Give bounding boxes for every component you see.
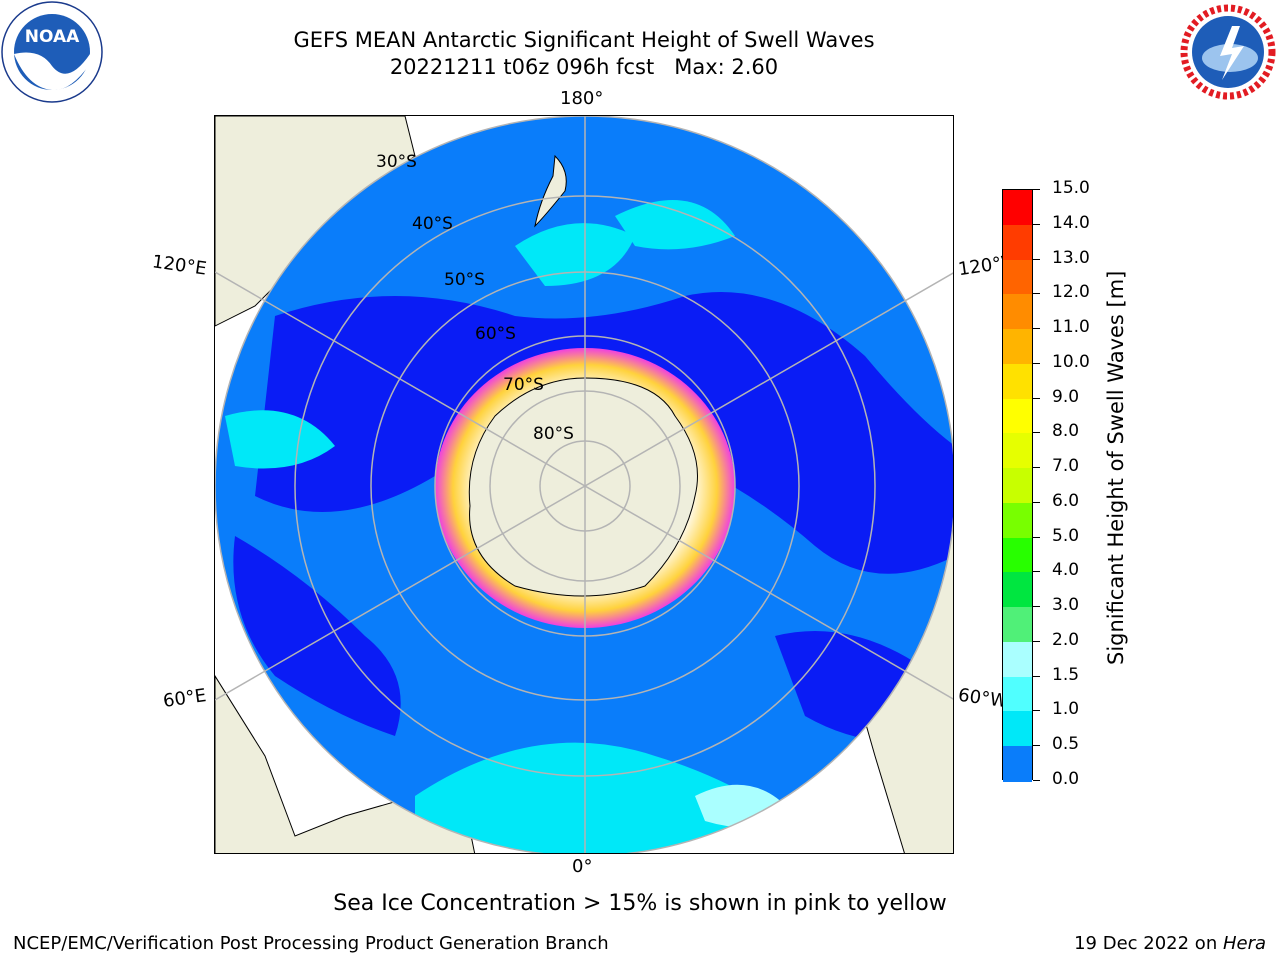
colorbar-tick: [1033, 467, 1040, 468]
lon-label-180: 180°: [560, 88, 603, 109]
colorbar-tick: [1033, 259, 1040, 260]
colorbar-tick: [1033, 398, 1040, 399]
colorbar-segment: [1003, 433, 1032, 468]
colorbar-tick-label: 15.0: [1052, 178, 1090, 198]
colorbar-segment: [1003, 260, 1032, 295]
colorbar-tick: [1033, 780, 1040, 781]
colorbar-tick-label: 9.0: [1052, 387, 1079, 407]
lon-label-60e: 60°E: [162, 685, 208, 712]
colorbar-tick: [1033, 502, 1040, 503]
colorbar-tick-label: 2.0: [1052, 630, 1079, 650]
footer-system: Hera: [1223, 933, 1266, 954]
colorbar-tick: [1033, 189, 1040, 190]
colorbar: [1002, 189, 1033, 780]
colorbar-segment: [1003, 746, 1032, 781]
colorbar-tick: [1033, 432, 1040, 433]
colorbar-segment: [1003, 190, 1032, 225]
colorbar-segment: [1003, 572, 1032, 607]
colorbar-segment: [1003, 294, 1032, 329]
colorbar-tick-label: 1.0: [1052, 699, 1079, 719]
colorbar-tick: [1033, 710, 1040, 711]
colorbar-tick: [1033, 676, 1040, 677]
footer-credit: NCEP/EMC/Verification Post Processing Pr…: [13, 933, 609, 954]
colorbar-tick: [1033, 745, 1040, 746]
colorbar-title: Significant Height of Swell Waves [m]: [1103, 305, 1129, 665]
lat-label-80s: 80°S: [533, 424, 574, 444]
polar-map: [214, 115, 954, 854]
colorbar-tick-label: 14.0: [1052, 213, 1090, 233]
colorbar-tick: [1033, 641, 1040, 642]
colorbar-tick-label: 1.5: [1052, 665, 1079, 685]
nws-logo-icon: [1176, 0, 1280, 104]
colorbar-segment: [1003, 399, 1032, 434]
footer-date: 19 Dec 2022 on Hera: [1074, 933, 1266, 954]
colorbar-tick: [1033, 363, 1040, 364]
colorbar-tick: [1033, 224, 1040, 225]
lat-label-50s: 50°S: [444, 270, 485, 290]
colorbar-segment: [1003, 503, 1032, 538]
colorbar-tick: [1033, 293, 1040, 294]
colorbar-segment: [1003, 364, 1032, 399]
lon-label-120e: 120°E: [151, 251, 208, 279]
lat-label-70s: 70°S: [503, 375, 544, 395]
noaa-logo-icon: NOAA: [0, 0, 104, 104]
colorbar-tick-label: 12.0: [1052, 282, 1090, 302]
lat-label-60s: 60°S: [475, 324, 516, 344]
chart-subtitle: 20221211 t06z 096h fcst Max: 2.60: [0, 55, 1168, 79]
colorbar-tick-label: 4.0: [1052, 560, 1079, 580]
lon-label-0: 0°: [572, 856, 592, 877]
colorbar-segment: [1003, 538, 1032, 573]
chart-title: GEFS MEAN Antarctic Significant Height o…: [0, 28, 1168, 52]
colorbar-segment: [1003, 607, 1032, 642]
colorbar-segment: [1003, 711, 1032, 746]
colorbar-tick-label: 0.5: [1052, 734, 1079, 754]
polar-map-canvas: [215, 116, 954, 854]
colorbar-tick-label: 7.0: [1052, 456, 1079, 476]
colorbar-tick-label: 13.0: [1052, 248, 1090, 268]
footer-date-text: 19 Dec 2022 on: [1074, 933, 1223, 954]
colorbar-segment: [1003, 677, 1032, 712]
colorbar-tick-label: 10.0: [1052, 352, 1090, 372]
colorbar-segment: [1003, 468, 1032, 503]
colorbar-tick-label: 3.0: [1052, 595, 1079, 615]
colorbar-tick-label: 8.0: [1052, 421, 1079, 441]
colorbar-tick: [1033, 606, 1040, 607]
colorbar-segment: [1003, 642, 1032, 677]
colorbar-segment: [1003, 225, 1032, 260]
colorbar-tick-label: 0.0: [1052, 769, 1079, 789]
sea-ice-caption: Sea Ice Concentration > 15% is shown in …: [0, 891, 1280, 916]
colorbar-tick-label: 11.0: [1052, 317, 1090, 337]
colorbar-segment: [1003, 329, 1032, 364]
colorbar-tick: [1033, 328, 1040, 329]
colorbar-tick: [1033, 537, 1040, 538]
colorbar-tick-label: 5.0: [1052, 526, 1079, 546]
colorbar-tick: [1033, 571, 1040, 572]
lat-label-40s: 40°S: [412, 214, 453, 234]
colorbar-tick-label: 6.0: [1052, 491, 1079, 511]
lat-label-30s: 30°S: [376, 152, 417, 172]
